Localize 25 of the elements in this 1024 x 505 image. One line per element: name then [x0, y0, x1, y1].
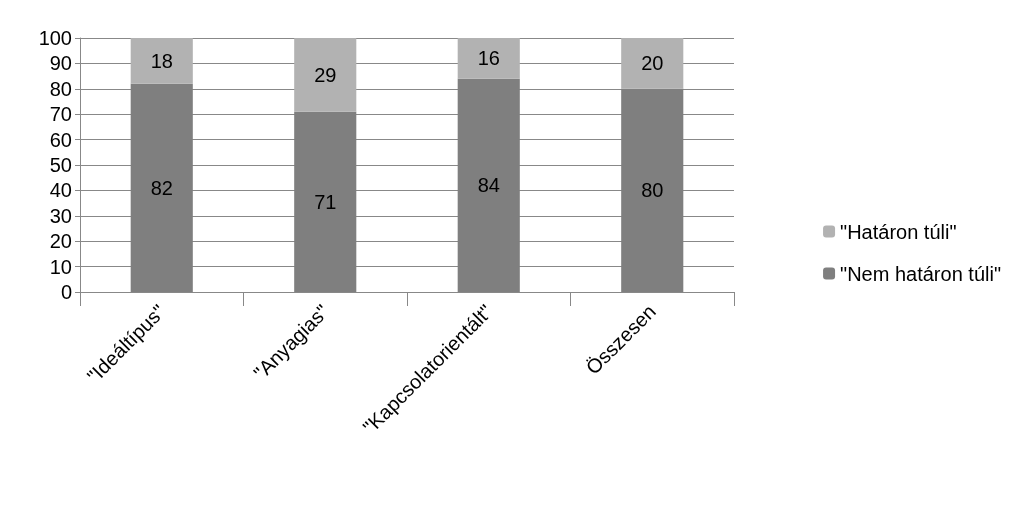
bar	[130, 38, 193, 84]
y-tick-label: 90	[49, 52, 72, 75]
data-label: 18	[150, 49, 173, 72]
bar	[294, 38, 357, 112]
y-tick-label: 60	[49, 128, 72, 151]
y-tick-label: 0	[60, 281, 72, 303]
data-label: 29	[314, 63, 337, 86]
data-label: 20	[641, 52, 664, 75]
legend-label: "Nem határon túli"	[840, 262, 1001, 285]
data-label: 71	[314, 190, 337, 213]
y-tick-label: 100	[38, 27, 72, 49]
y-tick-label: 40	[49, 179, 72, 202]
legend-label: "Határon túli"	[840, 220, 957, 243]
data-label: 80	[641, 179, 664, 202]
data-label: 82	[150, 176, 173, 199]
y-tick-label: 70	[49, 103, 72, 126]
bar	[621, 38, 684, 89]
y-tick-label: 80	[49, 77, 72, 100]
bar	[457, 38, 520, 79]
y-tick-label: 50	[49, 154, 72, 176]
data-label: 16	[477, 47, 500, 70]
y-tick-label: 30	[49, 204, 72, 227]
y-tick-label: 20	[49, 230, 72, 253]
data-label: 84	[477, 174, 500, 197]
y-tick-label: 10	[49, 255, 72, 278]
